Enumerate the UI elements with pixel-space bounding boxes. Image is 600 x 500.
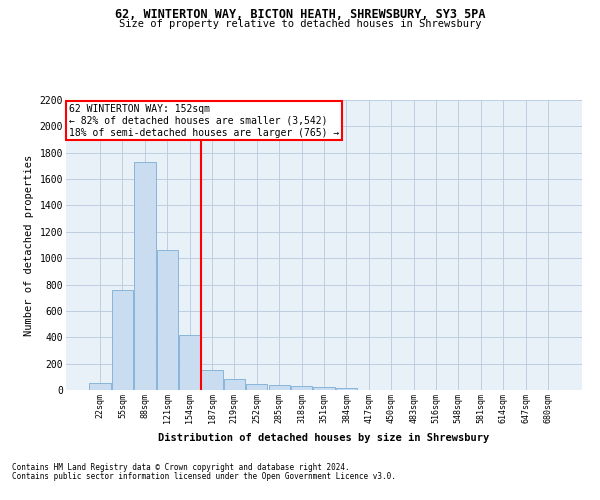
Y-axis label: Number of detached properties: Number of detached properties	[24, 154, 34, 336]
Text: Distribution of detached houses by size in Shrewsbury: Distribution of detached houses by size …	[158, 432, 490, 442]
Text: Size of property relative to detached houses in Shrewsbury: Size of property relative to detached ho…	[119, 19, 481, 29]
Bar	[224, 379, 245, 390]
Bar	[269, 384, 290, 390]
Text: 62 WINTERTON WAY: 152sqm
← 82% of detached houses are smaller (3,542)
18% of sem: 62 WINTERTON WAY: 152sqm ← 82% of detach…	[68, 104, 339, 138]
Bar	[112, 290, 133, 390]
Bar	[179, 334, 200, 390]
Text: Contains public sector information licensed under the Open Government Licence v3: Contains public sector information licen…	[12, 472, 396, 481]
Bar	[313, 388, 335, 390]
Bar	[246, 384, 268, 390]
Bar	[89, 383, 111, 390]
Bar	[202, 370, 223, 390]
Bar	[336, 388, 357, 390]
Bar	[134, 162, 155, 390]
Bar	[157, 250, 178, 390]
Text: Contains HM Land Registry data © Crown copyright and database right 2024.: Contains HM Land Registry data © Crown c…	[12, 464, 350, 472]
Bar	[291, 386, 312, 390]
Text: 62, WINTERTON WAY, BICTON HEATH, SHREWSBURY, SY3 5PA: 62, WINTERTON WAY, BICTON HEATH, SHREWSB…	[115, 8, 485, 20]
